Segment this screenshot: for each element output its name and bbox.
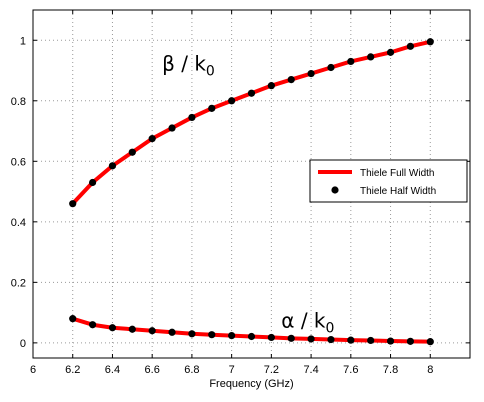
data-point: [168, 124, 176, 132]
data-point: [267, 82, 275, 90]
annotation-subscript: 0: [206, 64, 215, 80]
data-point: [88, 178, 97, 187]
data-point: [148, 327, 156, 335]
legend-marker-swatch: [331, 186, 339, 194]
x-tick-label: 8: [427, 364, 433, 376]
data-point: [426, 38, 434, 46]
legend: Thiele Full Width Thiele Half Width: [309, 159, 468, 203]
axis-ticks: 6 6.2 6.4 6.6 6.8 7 7.2 7.4 7.6 7.8 8 0 0.2 0.4 0.6 0.8…: [11, 10, 470, 376]
annotation-subscript: 0: [326, 321, 335, 337]
x-tick-label: 6: [30, 364, 36, 376]
data-point: [367, 336, 375, 345]
x-tick-label: 7.6: [343, 364, 358, 376]
data-point: [307, 69, 315, 78]
legend-entry-label: Thiele Half Width: [360, 186, 436, 197]
y-tick-label: 0.8: [11, 96, 26, 108]
data-point: [406, 337, 415, 345]
data-point: [287, 76, 295, 84]
data-point: [128, 325, 136, 333]
data-point: [108, 162, 117, 170]
data-point: [347, 336, 355, 344]
data-point: [128, 148, 136, 156]
series-markers: [69, 38, 434, 346]
data-point: [188, 330, 196, 338]
x-tick-label: 6.2: [65, 364, 80, 376]
annotations: β / k0α / k0: [162, 52, 334, 337]
data-point: [228, 332, 236, 340]
data-point: [287, 334, 295, 342]
data-point: [69, 315, 77, 323]
annotation-main-text: α / k: [281, 309, 326, 333]
data-point: [108, 324, 117, 332]
x-axis-label: Frequency (GHz): [209, 378, 293, 390]
x-tick-label: 7.2: [264, 364, 279, 376]
data-point: [228, 97, 236, 105]
x-tick-label: 6.4: [105, 364, 120, 376]
x-tick-label: 6.6: [145, 364, 160, 376]
y-tick-label: 1: [20, 35, 26, 47]
x-tick-label: 7.4: [303, 364, 318, 376]
y-tick-label: 0.4: [11, 217, 26, 229]
x-tick-label: 7.8: [383, 364, 398, 376]
annotation-2: α / k0: [281, 309, 334, 337]
data-point: [188, 113, 196, 122]
plot-frame: [32, 9, 471, 359]
legend-entry-label: Thiele Full Width: [360, 168, 434, 179]
data-point: [267, 333, 275, 342]
data-point: [386, 48, 395, 56]
data-point: [327, 335, 335, 344]
data-point: [208, 104, 216, 112]
legend-box: [309, 159, 468, 203]
y-tick-label: 0.2: [11, 277, 26, 289]
data-point: [247, 332, 256, 341]
data-point: [168, 328, 176, 336]
x-tick-label: 6.8: [184, 364, 199, 376]
data-point: [426, 338, 434, 346]
data-point: [307, 335, 315, 343]
data-point: [208, 331, 216, 339]
x-tick-label: 7: [229, 364, 235, 376]
data-point: [327, 63, 335, 72]
data-point: [148, 135, 156, 143]
data-point: [386, 337, 395, 345]
data-point: [406, 42, 415, 50]
data-point: [247, 89, 256, 97]
y-tick-label: 0.6: [11, 156, 26, 168]
data-point: [88, 321, 97, 329]
data-point: [367, 53, 375, 61]
annotation-1: β / k0: [162, 52, 215, 80]
data-point: [347, 57, 355, 66]
annotation-main-text: β / k: [162, 52, 206, 76]
data-point: [69, 200, 77, 208]
y-tick-label: 0: [20, 338, 26, 350]
